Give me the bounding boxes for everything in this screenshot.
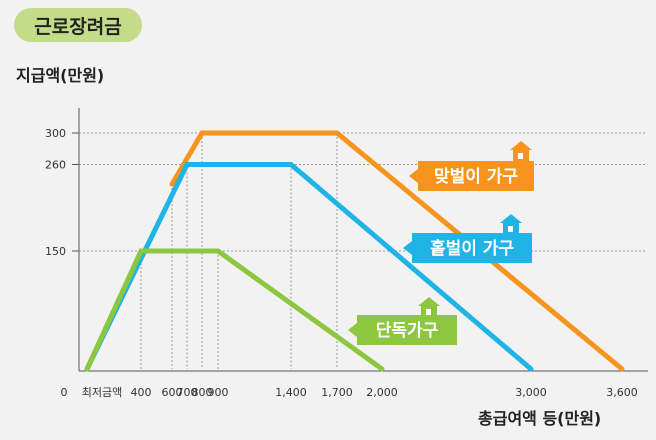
- x-tick-label: 400: [131, 386, 152, 399]
- x-tick-label: 2,000: [366, 386, 398, 399]
- x-tick-label: 700: [177, 386, 198, 399]
- y-tick-label: 260: [45, 158, 66, 171]
- house-icon-door: [426, 309, 431, 315]
- series-badge-notch-2: [348, 323, 357, 337]
- x-tick-label: 600: [162, 386, 183, 399]
- x-tick-label: 3,600: [606, 386, 638, 399]
- series-label-2: 단독가구: [376, 321, 439, 341]
- x-tick-label: 1,400: [275, 386, 307, 399]
- chart-title: 근로장려금: [34, 15, 122, 38]
- house-icon: [510, 141, 532, 150]
- series-badge-2: [357, 315, 457, 345]
- x-tick-label: 3,000: [515, 386, 547, 399]
- series-line-2: [84, 248, 385, 372]
- y-tick-label: 300: [45, 127, 66, 140]
- series-label-1: 홑벌이 가구: [430, 238, 514, 259]
- series-badge-0: [418, 161, 534, 191]
- series-label-0: 맞벌이 가구: [434, 167, 518, 187]
- series-line-1: [84, 161, 534, 372]
- x-tick-label: 800: [192, 386, 213, 399]
- series-badge-notch-0: [409, 169, 418, 183]
- x-tick-label: 900: [208, 386, 229, 399]
- x-axis-label: 총급여액 등(만원): [478, 409, 602, 428]
- house-icon: [500, 214, 522, 223]
- series-badge-notch-1: [403, 241, 412, 255]
- x-tick-label: 최저금액: [82, 386, 122, 399]
- house-icon-door: [508, 226, 513, 232]
- house-icon: [418, 297, 440, 306]
- x-tick-label: 0: [61, 386, 68, 399]
- x-tick-label: 1,700: [321, 386, 353, 399]
- series-badge-1: [412, 233, 532, 263]
- y-axis-label: 지급액(만원): [16, 66, 105, 85]
- y-tick-label: 150: [45, 245, 66, 258]
- house-icon-door: [518, 153, 523, 159]
- chart-title-badge: 근로장려금: [14, 8, 142, 42]
